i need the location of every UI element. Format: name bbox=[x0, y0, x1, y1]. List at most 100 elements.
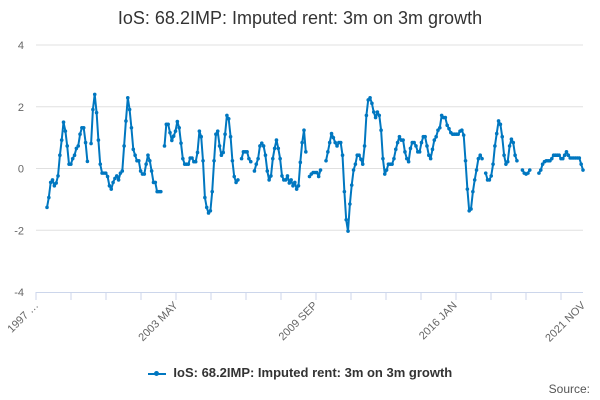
chart-title: IoS: 68.2IMP: Imputed rent: 3m on 3m gro… bbox=[117, 8, 483, 28]
data-point bbox=[408, 146, 413, 151]
data-point bbox=[335, 144, 339, 148]
data-point bbox=[149, 169, 154, 173]
data-point bbox=[359, 157, 363, 162]
data-point bbox=[136, 158, 141, 163]
data-point bbox=[364, 113, 369, 118]
data-point bbox=[360, 162, 365, 166]
data-point bbox=[58, 153, 62, 158]
data-point bbox=[212, 158, 216, 163]
data-point bbox=[276, 146, 281, 151]
data-point bbox=[513, 153, 517, 158]
data-point bbox=[56, 174, 60, 178]
data-point bbox=[438, 125, 442, 130]
data-point bbox=[298, 160, 303, 165]
data-point bbox=[245, 150, 249, 154]
data-point bbox=[269, 174, 273, 178]
legend[interactable]: IoS: 68.2IMP: Imputed rent: 3m on 3m gro… bbox=[0, 365, 600, 380]
data-point bbox=[76, 144, 81, 148]
data-point bbox=[65, 144, 70, 148]
data-point bbox=[436, 128, 440, 133]
data-point bbox=[419, 140, 424, 145]
data-point bbox=[428, 156, 433, 161]
data-point bbox=[203, 195, 207, 200]
data-point bbox=[461, 133, 466, 137]
data-point bbox=[566, 153, 571, 158]
data-point bbox=[498, 122, 503, 127]
data-point bbox=[401, 138, 405, 142]
data-point bbox=[114, 174, 119, 178]
series-line-segment bbox=[90, 93, 161, 193]
data-point bbox=[362, 144, 367, 148]
data-point bbox=[474, 168, 479, 172]
data-point bbox=[81, 125, 86, 130]
data-point bbox=[368, 95, 372, 100]
data-point bbox=[96, 138, 101, 142]
x-tick-label: 1997 … bbox=[5, 300, 41, 336]
data-point bbox=[181, 156, 185, 161]
data-point bbox=[507, 144, 512, 148]
data-point bbox=[252, 169, 257, 173]
data-point bbox=[168, 130, 172, 135]
data-point bbox=[384, 168, 389, 172]
data-point bbox=[272, 146, 277, 151]
data-point bbox=[371, 110, 376, 114]
data-point bbox=[434, 134, 438, 139]
data-point bbox=[219, 153, 224, 158]
y-tick-label: 4 bbox=[18, 40, 24, 52]
series-line-segment bbox=[484, 120, 518, 181]
data-point bbox=[318, 168, 323, 172]
data-point bbox=[166, 122, 170, 127]
data-point bbox=[148, 158, 152, 163]
data-point bbox=[353, 162, 358, 166]
data-point bbox=[92, 92, 97, 97]
data-point bbox=[146, 153, 150, 158]
data-point bbox=[122, 144, 126, 148]
data-point bbox=[520, 168, 525, 172]
data-point bbox=[91, 107, 95, 112]
data-point bbox=[331, 135, 336, 140]
data-point bbox=[379, 128, 383, 133]
data-point bbox=[177, 125, 181, 130]
data-point bbox=[300, 140, 304, 145]
data-point bbox=[283, 178, 288, 182]
data-point bbox=[509, 137, 514, 141]
x-tick-label: 2003 MAY bbox=[136, 299, 181, 344]
legend-marker-icon bbox=[147, 370, 166, 376]
x-tick-label: 2021 NOV bbox=[543, 299, 588, 344]
data-point bbox=[107, 183, 112, 188]
data-point bbox=[469, 207, 473, 211]
data-point bbox=[50, 178, 55, 182]
data-point bbox=[427, 153, 431, 158]
data-point bbox=[52, 183, 57, 188]
data-point bbox=[226, 116, 231, 121]
data-point bbox=[217, 144, 222, 148]
data-point bbox=[496, 119, 501, 123]
data-point bbox=[287, 181, 292, 185]
data-point bbox=[239, 156, 244, 161]
data-point bbox=[195, 150, 200, 155]
data-point bbox=[425, 144, 429, 148]
data-point bbox=[263, 153, 268, 158]
data-point bbox=[377, 113, 382, 118]
data-point bbox=[265, 169, 270, 173]
data-point bbox=[397, 134, 402, 139]
data-point bbox=[515, 158, 519, 163]
data-point bbox=[417, 150, 422, 154]
data-point bbox=[373, 115, 378, 120]
data-point bbox=[502, 153, 506, 158]
data-point bbox=[47, 195, 51, 200]
data-point bbox=[505, 159, 510, 164]
data-point bbox=[197, 129, 202, 133]
data-point bbox=[471, 189, 475, 194]
data-point bbox=[414, 144, 418, 148]
y-tick-label: 0 bbox=[18, 164, 24, 176]
data-point bbox=[342, 189, 347, 194]
data-point bbox=[170, 138, 174, 143]
data-point bbox=[333, 140, 337, 145]
data-point bbox=[69, 162, 73, 166]
data-point bbox=[527, 168, 532, 172]
data-point bbox=[247, 156, 251, 161]
data-point bbox=[105, 174, 110, 179]
source-label: Source: bbox=[548, 382, 590, 396]
data-point bbox=[267, 178, 271, 182]
